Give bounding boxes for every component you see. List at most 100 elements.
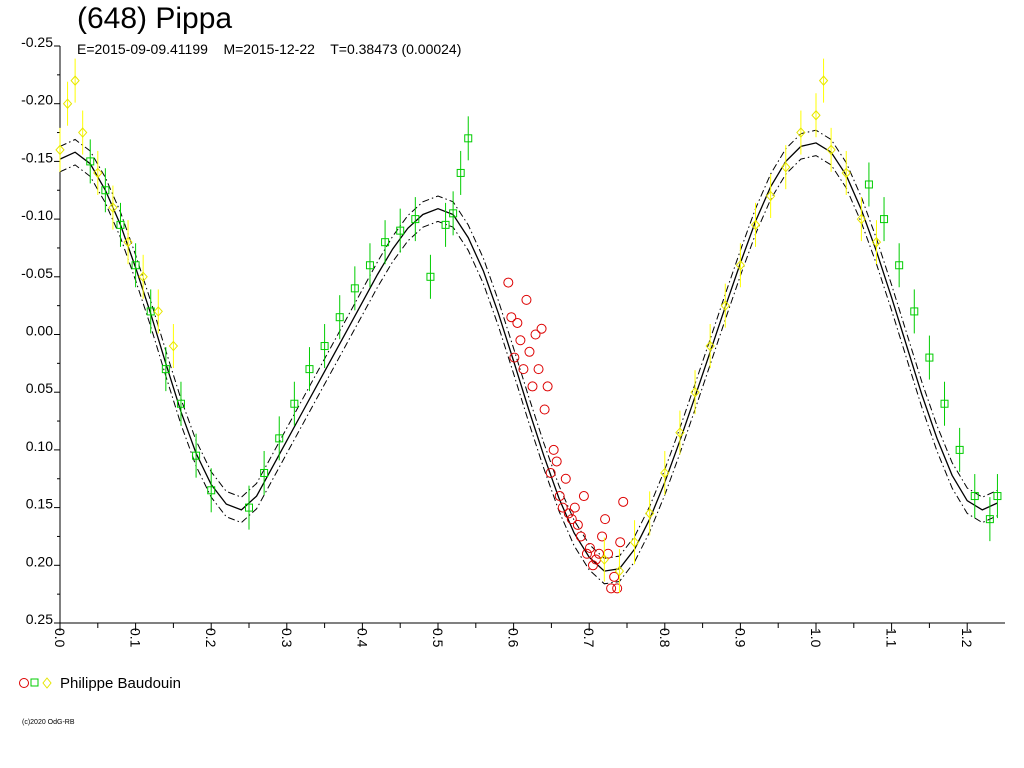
fit-band-upper xyxy=(59,129,998,559)
data-point-diamond xyxy=(645,508,655,519)
data-point-circle xyxy=(609,571,620,582)
y-tick-label: -0.10 xyxy=(21,207,53,223)
data-point-square xyxy=(161,365,170,374)
data-point-square xyxy=(993,492,1002,501)
y-tick-label: 0.10 xyxy=(26,438,53,454)
data-point-circle xyxy=(512,317,523,328)
data-point-circle xyxy=(584,542,595,553)
data-point-square xyxy=(335,313,344,322)
data-point-diamond xyxy=(871,236,882,248)
data-point-square xyxy=(396,226,405,235)
data-point-circle xyxy=(503,277,514,288)
data-point-square xyxy=(970,492,979,501)
data-point-circle xyxy=(600,514,611,525)
y-tick-label: 0.05 xyxy=(26,380,53,396)
data-point-circle xyxy=(515,335,526,346)
data-points xyxy=(55,58,1002,594)
x-tick-label: 1.0 xyxy=(808,628,824,648)
data-point-square xyxy=(305,365,314,374)
data-point-circle xyxy=(557,502,568,513)
data-point-square xyxy=(464,134,473,143)
data-point-circle xyxy=(560,473,571,484)
data-point-square xyxy=(207,486,216,495)
data-point-square xyxy=(381,238,390,247)
data-point-circle xyxy=(539,404,550,415)
data-point-square xyxy=(275,434,284,443)
data-point-diamond xyxy=(70,75,80,86)
data-point-circle xyxy=(597,531,608,542)
x-tick-label: 0.8 xyxy=(657,628,673,648)
data-point-diamond xyxy=(705,340,715,352)
y-tick-label: -0.05 xyxy=(21,265,53,281)
data-point-circle xyxy=(563,508,574,519)
data-point-circle xyxy=(578,491,589,502)
x-tick-label: 0.7 xyxy=(581,628,597,648)
legend-square-marker xyxy=(30,678,39,687)
x-tick-label: 0.1 xyxy=(128,628,144,648)
data-point-square xyxy=(260,468,269,477)
data-point-square xyxy=(441,220,450,229)
data-point-square xyxy=(449,209,458,218)
data-point-diamond xyxy=(781,161,791,173)
x-tick-label: 0.4 xyxy=(354,628,370,648)
copyright-text: (c)2020 OdG-RB xyxy=(22,719,75,726)
data-point-circle xyxy=(542,381,553,392)
data-point-circle xyxy=(524,346,535,357)
data-point-circle xyxy=(548,444,559,455)
y-tick-label: 0.20 xyxy=(26,553,53,569)
data-point-circle xyxy=(545,467,556,478)
data-point-circle xyxy=(527,381,538,392)
x-tick-label: 1.2 xyxy=(959,628,975,648)
data-point-circle xyxy=(572,519,583,530)
data-point-diamond xyxy=(78,127,88,138)
data-point-diamond xyxy=(614,565,625,577)
legend-diamond-marker xyxy=(42,677,52,689)
chart-subtitle: E=2015-09-09.41199 M=2015-12-22 T=0.3847… xyxy=(77,41,462,57)
y-tick-label: -0.25 xyxy=(21,34,53,50)
data-point-square xyxy=(245,503,253,512)
data-point-diamond xyxy=(629,536,640,548)
data-point-square xyxy=(940,399,949,408)
data-point-diamond xyxy=(750,219,761,231)
data-point-diamond xyxy=(660,467,670,479)
data-point-diamond xyxy=(675,427,685,438)
data-point-square xyxy=(426,272,435,281)
data-point-circle xyxy=(530,329,541,340)
data-point-circle xyxy=(518,364,529,375)
data-point-circle xyxy=(569,502,580,513)
data-point-square xyxy=(320,342,329,351)
data-point-circle xyxy=(581,548,592,559)
data-point-diamond xyxy=(55,144,65,156)
plot-axes: -0.25 -0.20 -0.15 -0.10 -0.05 0.00 0.05 0.10 0.1… xyxy=(21,34,1005,648)
chart-title: (648) Pippa xyxy=(77,2,233,35)
data-point-square xyxy=(456,168,465,177)
data-point-square xyxy=(365,261,374,270)
data-point-square xyxy=(955,445,964,454)
data-point-circle xyxy=(587,560,598,571)
data-point-circle xyxy=(506,312,517,323)
data-point-diamond xyxy=(138,271,148,283)
x-tick-label: 0.0 xyxy=(52,628,68,648)
y-tick-label: 0.00 xyxy=(26,323,53,339)
fit-curve-line xyxy=(59,142,998,572)
data-point-diamond xyxy=(856,213,867,225)
data-point-square xyxy=(192,451,201,460)
data-point-circle xyxy=(603,548,614,559)
data-point-square xyxy=(880,215,889,224)
data-point-diamond xyxy=(62,98,73,109)
fit-curves xyxy=(59,129,998,585)
data-point-diamond xyxy=(720,300,730,311)
data-point-diamond xyxy=(153,306,163,317)
data-point-diamond xyxy=(123,236,133,248)
data-point-circle xyxy=(521,294,532,305)
x-tick-label: 0.3 xyxy=(279,628,295,648)
data-point-circle xyxy=(533,364,544,375)
data-point-square xyxy=(411,215,420,224)
data-point-diamond xyxy=(599,554,609,565)
data-point-circle xyxy=(554,491,565,502)
data-point-square xyxy=(176,399,185,408)
data-point-diamond xyxy=(735,260,746,271)
x-tick-label: 1.1 xyxy=(884,628,900,648)
y-tick-label: 0.15 xyxy=(26,496,53,512)
